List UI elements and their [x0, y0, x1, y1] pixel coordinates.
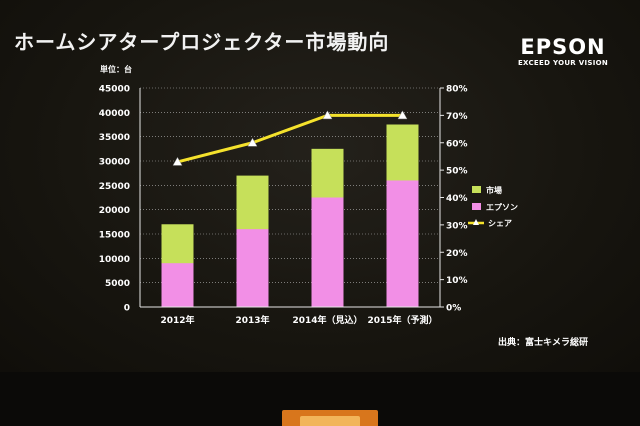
brand-name: EPSON [520, 35, 606, 59]
y-tick-label: 25000 [99, 182, 130, 192]
brand-tagline: EXCEED YOUR VISION [517, 59, 609, 67]
bar-epson [161, 263, 194, 307]
source-note: 出典：富士キメラ総研 [498, 338, 589, 348]
unit-label: 単位：台 [100, 64, 132, 74]
y2-tick-label: 30% [446, 221, 468, 231]
share-point [397, 110, 408, 120]
legend-swatch-epson [472, 203, 481, 210]
y2-tick-label: 50% [446, 167, 468, 177]
presentation-slide: ホームシアタープロジェクター市場動向 EPSON EXCEED YOUR VIS… [0, 0, 640, 372]
share-point [322, 110, 333, 120]
legend-label-market: 市場 [486, 185, 502, 195]
y2-tick-label: 20% [446, 249, 468, 259]
y2-tick-label: 40% [446, 194, 468, 204]
y-tick-label: 15000 [99, 231, 130, 241]
y-tick-label: 35000 [99, 133, 130, 143]
y-tick-label: 40000 [99, 109, 130, 119]
y2-tick-label: 70% [446, 112, 468, 122]
epson-logo: EPSON EXCEED YOUR VISION [508, 36, 618, 68]
chart-bars [161, 124, 419, 307]
y-tick-label: 0 [124, 304, 130, 314]
x-tick-label: 2014年（見込） [292, 314, 362, 326]
x-tick-label: 2013年 [235, 314, 269, 326]
x-tick-label: 2015年（予測） [367, 314, 437, 326]
share-line [177, 113, 403, 164]
y-tick-label: 45000 [99, 85, 130, 95]
slide-title: ホームシアタープロジェクター市場動向 [14, 30, 390, 54]
y2-tick-label: 80% [446, 85, 468, 95]
share-point [247, 137, 258, 147]
share-line-layer [172, 110, 408, 166]
legend-label-share: シェア [488, 219, 512, 228]
bar-epson [236, 229, 269, 307]
y-tick-label: 30000 [99, 158, 130, 168]
bar-epson [311, 197, 344, 307]
x-tick-label: 2012年 [160, 314, 194, 326]
y2-tick-label: 60% [446, 139, 468, 149]
y2-tick-label: 0% [446, 304, 461, 314]
y-tick-label: 10000 [99, 255, 130, 265]
chart-labels: 0 5000 10000 15000 20000 25000 30000 35000 40000… [99, 64, 468, 326]
y2-tick-label: 10% [446, 276, 468, 286]
share-point [172, 156, 183, 166]
projector-light-glow [300, 416, 360, 426]
y-tick-label: 20000 [99, 206, 130, 216]
chart-axes [139, 87, 444, 308]
legend-marker-share [473, 219, 479, 225]
bar-epson [386, 180, 419, 307]
legend-swatch-market [472, 186, 481, 193]
y-tick-label: 5000 [105, 279, 130, 289]
legend-label-epson: エプソン [486, 202, 518, 212]
market-chart: 0 5000 10000 15000 20000 25000 30000 35000 40000… [99, 64, 518, 326]
